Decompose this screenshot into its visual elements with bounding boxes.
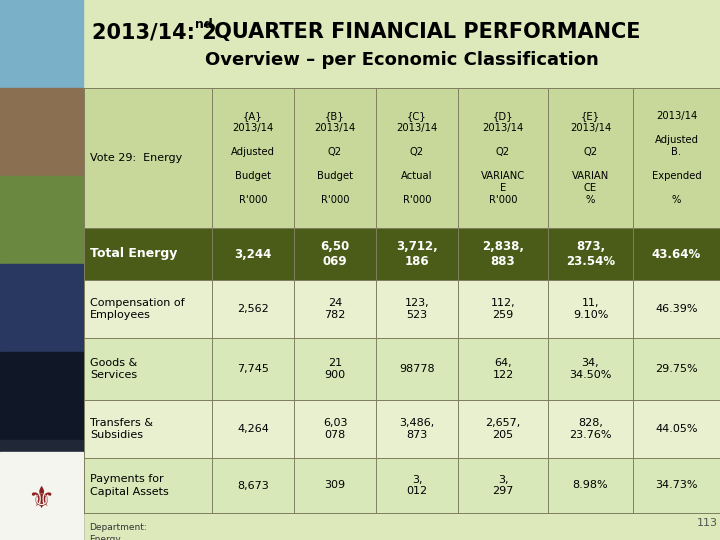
Bar [84, 400, 720, 458]
Bar [0, 88, 83, 176]
Text: 2013/14: 2: 2013/14: 2 [92, 22, 217, 42]
Text: 3,486,
873: 3,486, 873 [400, 418, 435, 440]
Text: 34,
34.50%: 34, 34.50% [570, 358, 612, 380]
Bar [84, 338, 720, 400]
Text: 6,50
069: 6,50 069 [320, 240, 350, 268]
Text: 11,
9.10%: 11, 9.10% [573, 298, 608, 320]
Text: 2,562: 2,562 [237, 304, 269, 314]
Text: 46.39%: 46.39% [655, 304, 698, 314]
Text: 112,
259: 112, 259 [491, 298, 516, 320]
Text: 113: 113 [697, 518, 718, 528]
Text: 64,
122: 64, 122 [492, 358, 513, 380]
Text: {D}
2013/14

Q2

VARIANC
E
R'000: {D} 2013/14 Q2 VARIANC E R'000 [481, 111, 525, 205]
Text: 8.98%: 8.98% [572, 481, 608, 490]
Bar [0, 440, 83, 540]
Text: Compensation of
Employees: Compensation of Employees [90, 298, 184, 320]
Text: 3,712,
186: 3,712, 186 [396, 240, 438, 268]
Text: 98778: 98778 [399, 364, 435, 374]
Text: 44.05%: 44.05% [655, 424, 698, 434]
Text: 123,
523: 123, 523 [405, 298, 429, 320]
Text: Payments for
Capital Assets: Payments for Capital Assets [90, 474, 168, 497]
Bar [83, 0, 719, 540]
Text: 873,
23.54%: 873, 23.54% [566, 240, 615, 268]
Text: Vote 29:  Energy: Vote 29: Energy [90, 153, 182, 163]
Text: Goods &
Services: Goods & Services [90, 358, 138, 380]
Text: Total Energy: Total Energy [90, 247, 177, 260]
Text: 2013/14

Adjusted
B.

Expended

%: 2013/14 Adjusted B. Expended % [652, 111, 701, 205]
Text: {E}
2013/14

Q2

VARIAN
CE
%: {E} 2013/14 Q2 VARIAN CE % [570, 111, 611, 205]
Text: 7,745: 7,745 [237, 364, 269, 374]
Text: 3,244: 3,244 [234, 247, 271, 260]
Bar [0, 352, 83, 440]
Text: 29.75%: 29.75% [655, 364, 698, 374]
Bar [84, 280, 720, 338]
Text: {A}
2013/14

Adjusted

Budget

R'000: {A} 2013/14 Adjusted Budget R'000 [231, 111, 275, 205]
Text: 24
782: 24 782 [324, 298, 346, 320]
Bar [0, 452, 83, 540]
Text: 8,673: 8,673 [237, 481, 269, 490]
Text: 21
900: 21 900 [325, 358, 346, 380]
Text: QUARTER FINANCIAL PERFORMANCE: QUARTER FINANCIAL PERFORMANCE [207, 22, 641, 42]
Text: 34.73%: 34.73% [655, 481, 698, 490]
Text: nd: nd [195, 18, 212, 31]
Text: 6,03
078: 6,03 078 [323, 418, 347, 440]
Bar [84, 458, 720, 513]
Text: 3,
297: 3, 297 [492, 475, 513, 496]
Text: {C}
2013/14

Q2

Actual

R'000: {C} 2013/14 Q2 Actual R'000 [397, 111, 438, 205]
Bar [0, 176, 83, 264]
Text: Overview – per Economic Classification: Overview – per Economic Classification [205, 51, 599, 69]
Bar [84, 88, 720, 228]
Bar [0, 264, 83, 352]
Text: 4,264: 4,264 [237, 424, 269, 434]
Text: 828,
23.76%: 828, 23.76% [570, 418, 612, 440]
Text: 309: 309 [325, 481, 346, 490]
Text: Transfers &
Subsidies: Transfers & Subsidies [90, 418, 153, 440]
Text: 3,
012: 3, 012 [406, 475, 428, 496]
Text: {B}
2013/14

Q2

Budget

R'000: {B} 2013/14 Q2 Budget R'000 [315, 111, 356, 205]
Text: 2,838,
883: 2,838, 883 [482, 240, 524, 268]
Text: 2,657,
205: 2,657, 205 [485, 418, 521, 440]
Text: Department:
Energy
REPUBLIC OF SOUTH AFRICA: Department: Energy REPUBLIC OF SOUTH AFR… [89, 523, 217, 540]
Bar [84, 228, 720, 280]
Text: 43.64%: 43.64% [652, 247, 701, 260]
Text: ⚜: ⚜ [27, 485, 55, 515]
Bar [0, 0, 83, 88]
